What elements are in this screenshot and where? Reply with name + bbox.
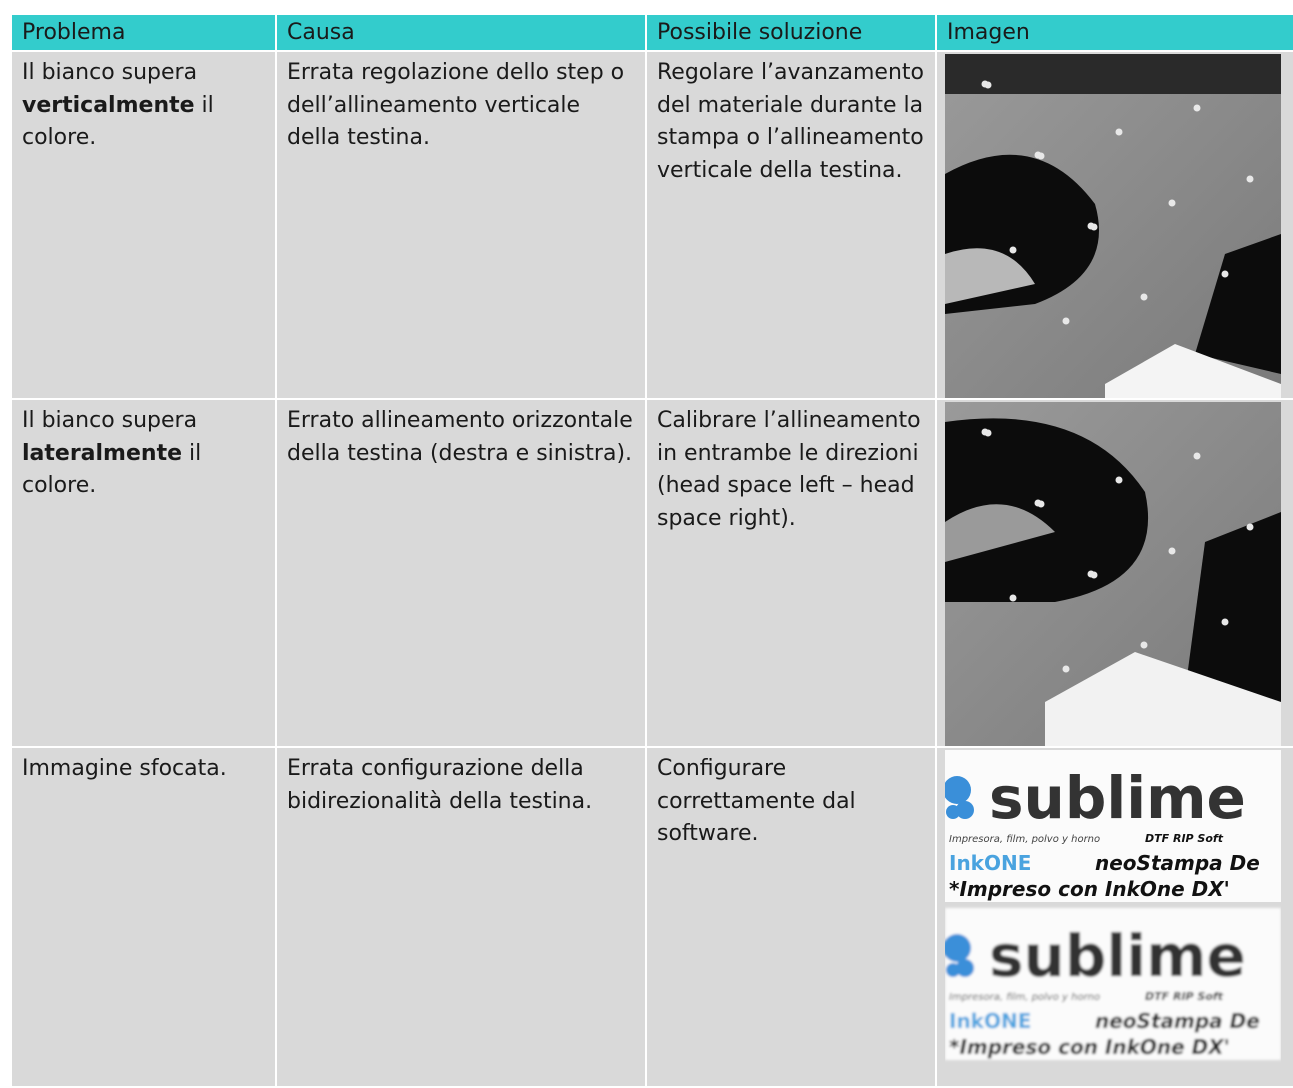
dot xyxy=(1193,104,1201,112)
problem-text: il colore. xyxy=(22,92,214,151)
cause-cell: Errata regolazione dello step o dell’all… xyxy=(275,50,647,400)
problem-cell: Immagine sfocata. xyxy=(10,746,277,1088)
dot xyxy=(1140,293,1148,301)
dot xyxy=(1221,270,1229,278)
image-text: neoStampa De xyxy=(1095,1009,1260,1033)
solution-cell: Calibrare l’allineamento in entrambe le … xyxy=(645,398,937,748)
dot xyxy=(1221,618,1229,626)
dot xyxy=(1090,223,1098,231)
dot xyxy=(1115,128,1123,136)
problem-cell: Il bianco supera verticalmente il colore… xyxy=(10,50,277,400)
image-text: Impresora, film, polvo y horno xyxy=(949,992,1100,1003)
dot xyxy=(1246,175,1254,183)
dot xyxy=(1037,152,1045,160)
problem-emphasis: verticalmente xyxy=(22,92,195,118)
dot xyxy=(1062,665,1070,673)
table-row: Immagine sfocata. Errata configurazione d… xyxy=(10,746,1293,1088)
letter-shape xyxy=(1185,512,1281,702)
image-text: sublime xyxy=(989,764,1246,832)
column-header: Imagen xyxy=(935,13,1293,52)
column-header: Problema xyxy=(10,13,277,52)
image-text: DTF RIP Soft xyxy=(1145,832,1224,845)
logo-dot xyxy=(946,805,960,819)
problem-text: Immagine sfocata. xyxy=(22,756,227,781)
logo-copy: sublime Impresora, film, polvo y horno DTF… xyxy=(945,908,1281,1060)
image-text: DTF RIP Soft xyxy=(1145,990,1224,1003)
cause-cell: Errata configurazione della bidirezional… xyxy=(275,746,647,1088)
solution-cell: Configurare correttamente dal software. xyxy=(645,746,937,1088)
image-cell xyxy=(935,50,1293,400)
troubleshooting-table: Problema Causa Possibile soluzione Imagen I… xyxy=(10,13,1293,1088)
photo xyxy=(945,54,1281,397)
letter-shape xyxy=(1195,234,1281,374)
column-header: Causa xyxy=(275,13,647,52)
logo-dot xyxy=(956,959,974,977)
header-row: Problema Causa Possibile soluzione Imagen xyxy=(10,13,1293,52)
white-shape xyxy=(1105,344,1281,397)
logo-copy: sublime Impresora, film, polvo y horno DTF… xyxy=(945,750,1281,902)
dot xyxy=(1037,500,1045,508)
problem-text: Il bianco supera xyxy=(22,60,198,85)
table-row: Il bianco supera lateralmente il colore.… xyxy=(10,398,1293,748)
dot xyxy=(1168,547,1176,555)
dot xyxy=(1115,476,1123,484)
solution-cell: Regolare l’avanzamento del materiale dur… xyxy=(645,50,937,400)
letter-shape xyxy=(945,248,1035,304)
image-text: *Impreso con InkOne DX' xyxy=(949,1035,1230,1059)
image-text: Impresora, film, polvo y horno xyxy=(949,834,1100,845)
dot xyxy=(1009,594,1017,602)
image-text: neoStampa De xyxy=(1095,851,1260,875)
problem-text: Il bianco supera xyxy=(22,408,198,433)
letter-shape xyxy=(945,418,1149,602)
dot xyxy=(1168,199,1176,207)
image-text: InkONE xyxy=(949,851,1031,875)
letter-shape xyxy=(945,504,1055,562)
logo-bg xyxy=(945,750,1281,902)
cause-cell: Errato allineamento orizzontale della te… xyxy=(275,398,647,748)
table-row: Il bianco supera verticalmente il colore… xyxy=(10,50,1293,400)
image-cell: sublime Impresora, film, polvo y horno DTF… xyxy=(935,746,1293,1088)
roller xyxy=(945,54,1281,94)
dot xyxy=(1062,317,1070,325)
problem-emphasis: lateralmente xyxy=(22,440,183,466)
photo xyxy=(945,402,1281,745)
logo-dot xyxy=(946,963,960,977)
dot xyxy=(984,81,992,89)
logo-bg xyxy=(945,908,1281,1060)
logo-dot xyxy=(945,776,971,804)
logo-dot xyxy=(945,934,971,962)
problem-text: il colore. xyxy=(22,440,202,499)
image-text: *Impreso con InkOne DX' xyxy=(949,877,1230,901)
dot xyxy=(1140,641,1148,649)
dot xyxy=(1246,523,1254,531)
photo: sublime Impresora, film, polvo y horno DTF… xyxy=(945,750,1281,1060)
image-cell xyxy=(935,398,1293,748)
logo-dot xyxy=(956,801,974,819)
image-text: sublime xyxy=(989,922,1246,990)
dot xyxy=(1009,246,1017,254)
image-text: InkONE xyxy=(949,1009,1031,1033)
dot xyxy=(1090,571,1098,579)
problem-cell: Il bianco supera lateralmente il colore. xyxy=(10,398,277,748)
dot xyxy=(984,429,992,437)
column-header: Possibile soluzione xyxy=(645,13,937,52)
dot xyxy=(1193,452,1201,460)
white-shape xyxy=(1045,652,1281,745)
